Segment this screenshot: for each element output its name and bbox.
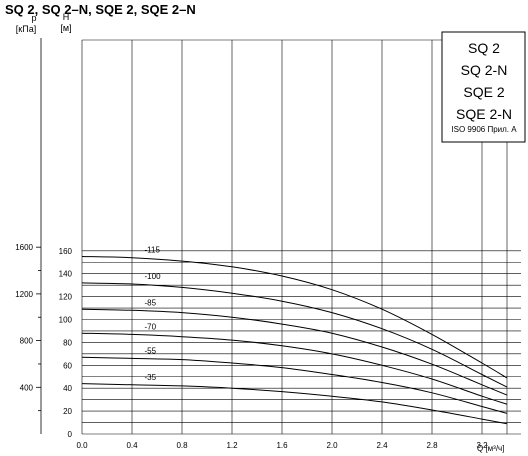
legend-line-3: SQE 2 [463, 84, 504, 100]
legend-box: SQ 2 SQ 2-N SQE 2 SQE 2-N ISO 9906 Прил.… [441, 31, 526, 143]
legend-note: ISO 9906 Прил. A [451, 125, 517, 134]
h-axis-name: H [63, 12, 70, 22]
x-tick-label: 0.4 [126, 441, 138, 450]
x-tick-label: 0.0 [76, 441, 88, 450]
tick-labels: 0.0 0.4 0.8 1.2 1.6 2.0 2.4 2.8 3.2 0 20 40 60 80 100 1… [15, 243, 488, 450]
curve-label: -35 [145, 373, 157, 382]
x-tick-label: 1.6 [276, 441, 288, 450]
p-tick-label: 400 [20, 383, 34, 392]
x-tick-label: 2.0 [326, 441, 338, 450]
h-tick-label: 0 [68, 430, 73, 439]
x-tick-label: 2.4 [376, 441, 388, 450]
legend-line-4: SQE 2-N [456, 106, 512, 122]
h-tick-label: 140 [59, 270, 73, 279]
curve-line [81, 256, 508, 379]
p-axis [36, 38, 42, 434]
x-axis-label: Q [м³/ч] [477, 444, 504, 453]
h-tick-label: 60 [63, 361, 72, 370]
h-tick-label: 120 [59, 293, 73, 302]
curve-line [81, 332, 508, 405]
h-tick-label: 40 [63, 384, 72, 393]
curve-line [81, 356, 508, 414]
h-tick-label: 20 [63, 407, 72, 416]
h-tick-label: 100 [59, 316, 73, 325]
curves: -115 -100 -85 -70 -55 -35 [81, 246, 508, 425]
x-tick-label: 2.8 [426, 441, 438, 450]
legend-line-1: SQ 2 [468, 40, 500, 56]
curve-label: -70 [145, 322, 157, 331]
p-axis-unit: [кПа] [16, 24, 36, 34]
curve-line [81, 308, 508, 396]
p-tick-label: 1200 [15, 290, 33, 299]
curve-label: -85 [145, 298, 157, 307]
p-axis-name: p [31, 13, 36, 23]
p-tick-label: 1600 [15, 243, 33, 252]
legend-line-2: SQ 2-N [461, 62, 508, 78]
p-tick-label: 800 [20, 337, 34, 346]
x-tick-label: 3.2 [476, 441, 488, 450]
curve-line [81, 383, 508, 425]
h-tick-label: 160 [59, 247, 73, 256]
x-tick-label: 1.2 [226, 441, 238, 450]
chart-title: SQ 2, SQ 2–N, SQE 2, SQE 2–N [5, 2, 196, 17]
x-tick-label: 0.8 [176, 441, 188, 450]
curve-label: -100 [145, 272, 162, 281]
curve-label: -55 [145, 346, 157, 355]
grid [81, 39, 521, 435]
curve-label: -115 [145, 246, 161, 255]
h-axis-unit: [м] [60, 23, 71, 33]
h-tick-label: 80 [63, 338, 72, 347]
curve-line [81, 282, 508, 388]
